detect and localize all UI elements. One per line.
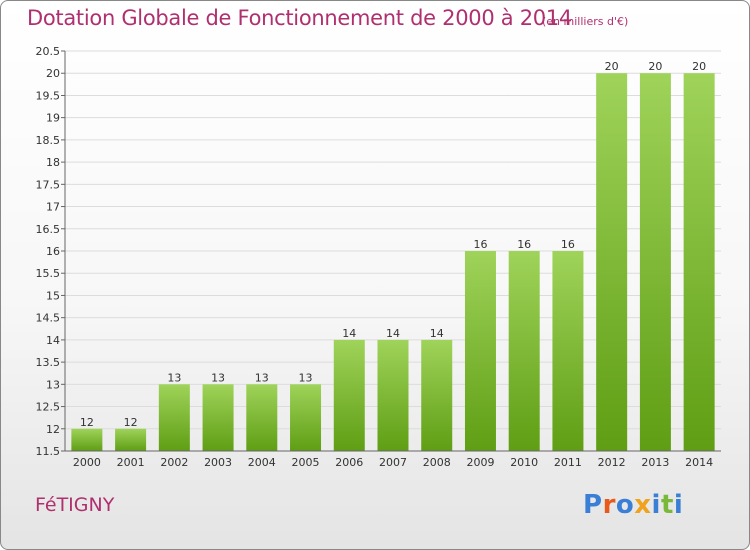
proxiti-logo: Proxiti xyxy=(583,490,683,520)
y-tick-label: 17.5 xyxy=(36,178,61,191)
logo-letter: i xyxy=(651,490,661,520)
bar xyxy=(71,428,103,451)
bar-value-label: 13 xyxy=(299,371,313,384)
x-tick-label: 2013 xyxy=(641,456,669,469)
y-tick-label: 19 xyxy=(46,112,60,125)
y-tick-label: 20 xyxy=(46,67,60,80)
y-tick-label: 20.5 xyxy=(36,45,61,58)
x-tick-label: 2001 xyxy=(117,456,145,469)
bar-value-label: 14 xyxy=(386,327,400,340)
bar-value-label: 16 xyxy=(517,238,531,251)
bar-value-label: 20 xyxy=(692,60,706,73)
x-tick-label: 2014 xyxy=(685,456,713,469)
bar-value-label: 20 xyxy=(605,60,619,73)
bar xyxy=(246,384,278,451)
bar-value-label: 16 xyxy=(561,238,575,251)
x-tick-label: 2006 xyxy=(335,456,363,469)
bar-value-label: 14 xyxy=(430,327,444,340)
bar-value-label: 12 xyxy=(80,416,94,429)
bar xyxy=(115,428,147,451)
y-tick-label: 16 xyxy=(46,245,60,258)
bar xyxy=(333,339,365,451)
y-tick-label: 11.5 xyxy=(36,445,61,458)
axes: 11.5 12 12.5 13 13.5 14 14.5 15 15.5 16 16.5 17 17.5… xyxy=(36,45,721,469)
chart-title: Dotation Globale de Fonctionnement de 20… xyxy=(27,6,572,30)
x-tick-label: 2012 xyxy=(598,456,626,469)
logo-letter: i xyxy=(673,490,684,520)
logo-letter: o xyxy=(615,490,635,520)
commune-name: FéTIGNY xyxy=(35,494,115,516)
y-tick-label: 12 xyxy=(46,423,60,436)
bar-value-label: 12 xyxy=(124,416,138,429)
x-tick-label: 2007 xyxy=(379,456,407,469)
x-tick-label: 2002 xyxy=(160,456,188,469)
x-tick-label: 2010 xyxy=(510,456,538,469)
bar-value-label: 16 xyxy=(473,238,487,251)
bar-value-label: 20 xyxy=(648,60,662,73)
bar-value-label: 13 xyxy=(255,371,269,384)
bar xyxy=(158,384,190,451)
x-tick-label: 2004 xyxy=(248,456,276,469)
bar xyxy=(639,73,671,451)
chart-unit-label: (en milliers d'€) xyxy=(542,15,629,28)
y-tick-label: 12.5 xyxy=(36,401,61,414)
bar xyxy=(377,339,409,451)
y-tick-label: 18 xyxy=(46,156,60,169)
x-tick-label: 2000 xyxy=(73,456,101,469)
bar xyxy=(596,73,628,451)
y-tick-label: 13 xyxy=(46,378,60,391)
y-tick-label: 14.5 xyxy=(36,312,61,325)
bar xyxy=(202,384,234,451)
x-tick-label: 2008 xyxy=(423,456,451,469)
x-tick-label: 2009 xyxy=(466,456,494,469)
bar-value-label: 13 xyxy=(167,371,181,384)
bar xyxy=(508,251,540,451)
x-tick-label: 2011 xyxy=(554,456,582,469)
x-tick-label: 2003 xyxy=(204,456,232,469)
bar xyxy=(421,339,453,451)
y-tick-label: 18.5 xyxy=(36,134,61,147)
bar xyxy=(464,251,496,451)
bars: 12 12 13 13 13 13 14 14 14 16 16 16 20 20 20 xyxy=(71,60,715,451)
bar xyxy=(683,73,715,451)
y-tick-label: 15 xyxy=(46,289,60,302)
y-tick-label: 19.5 xyxy=(36,89,61,102)
y-tick-label: 16.5 xyxy=(36,223,61,236)
bar xyxy=(290,384,322,451)
logo-letter: t xyxy=(660,490,674,520)
y-tick-label: 15.5 xyxy=(36,267,61,280)
logo-letter: r xyxy=(602,490,616,520)
y-tick-label: 17 xyxy=(46,201,60,214)
bar-value-label: 13 xyxy=(211,371,225,384)
x-tick-label: 2005 xyxy=(292,456,320,469)
logo-letter: P xyxy=(583,490,603,520)
y-tick-label: 13.5 xyxy=(36,356,61,369)
bar-value-label: 14 xyxy=(342,327,356,340)
logo-letter: x xyxy=(634,490,652,520)
bar xyxy=(552,251,584,451)
y-tick-label: 14 xyxy=(46,334,60,347)
